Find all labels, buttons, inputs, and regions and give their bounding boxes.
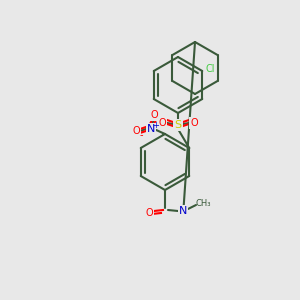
- Text: -: -: [139, 130, 143, 140]
- Text: O: O: [190, 118, 198, 128]
- Text: O: O: [132, 126, 140, 136]
- Text: S: S: [174, 120, 182, 130]
- Text: N: N: [179, 206, 187, 216]
- Text: +: +: [153, 121, 159, 130]
- Text: Cl: Cl: [206, 64, 215, 74]
- Text: O: O: [158, 118, 166, 128]
- Text: O: O: [150, 110, 158, 120]
- Text: CH₃: CH₃: [195, 199, 211, 208]
- Text: O: O: [145, 208, 153, 218]
- Text: N: N: [147, 124, 155, 134]
